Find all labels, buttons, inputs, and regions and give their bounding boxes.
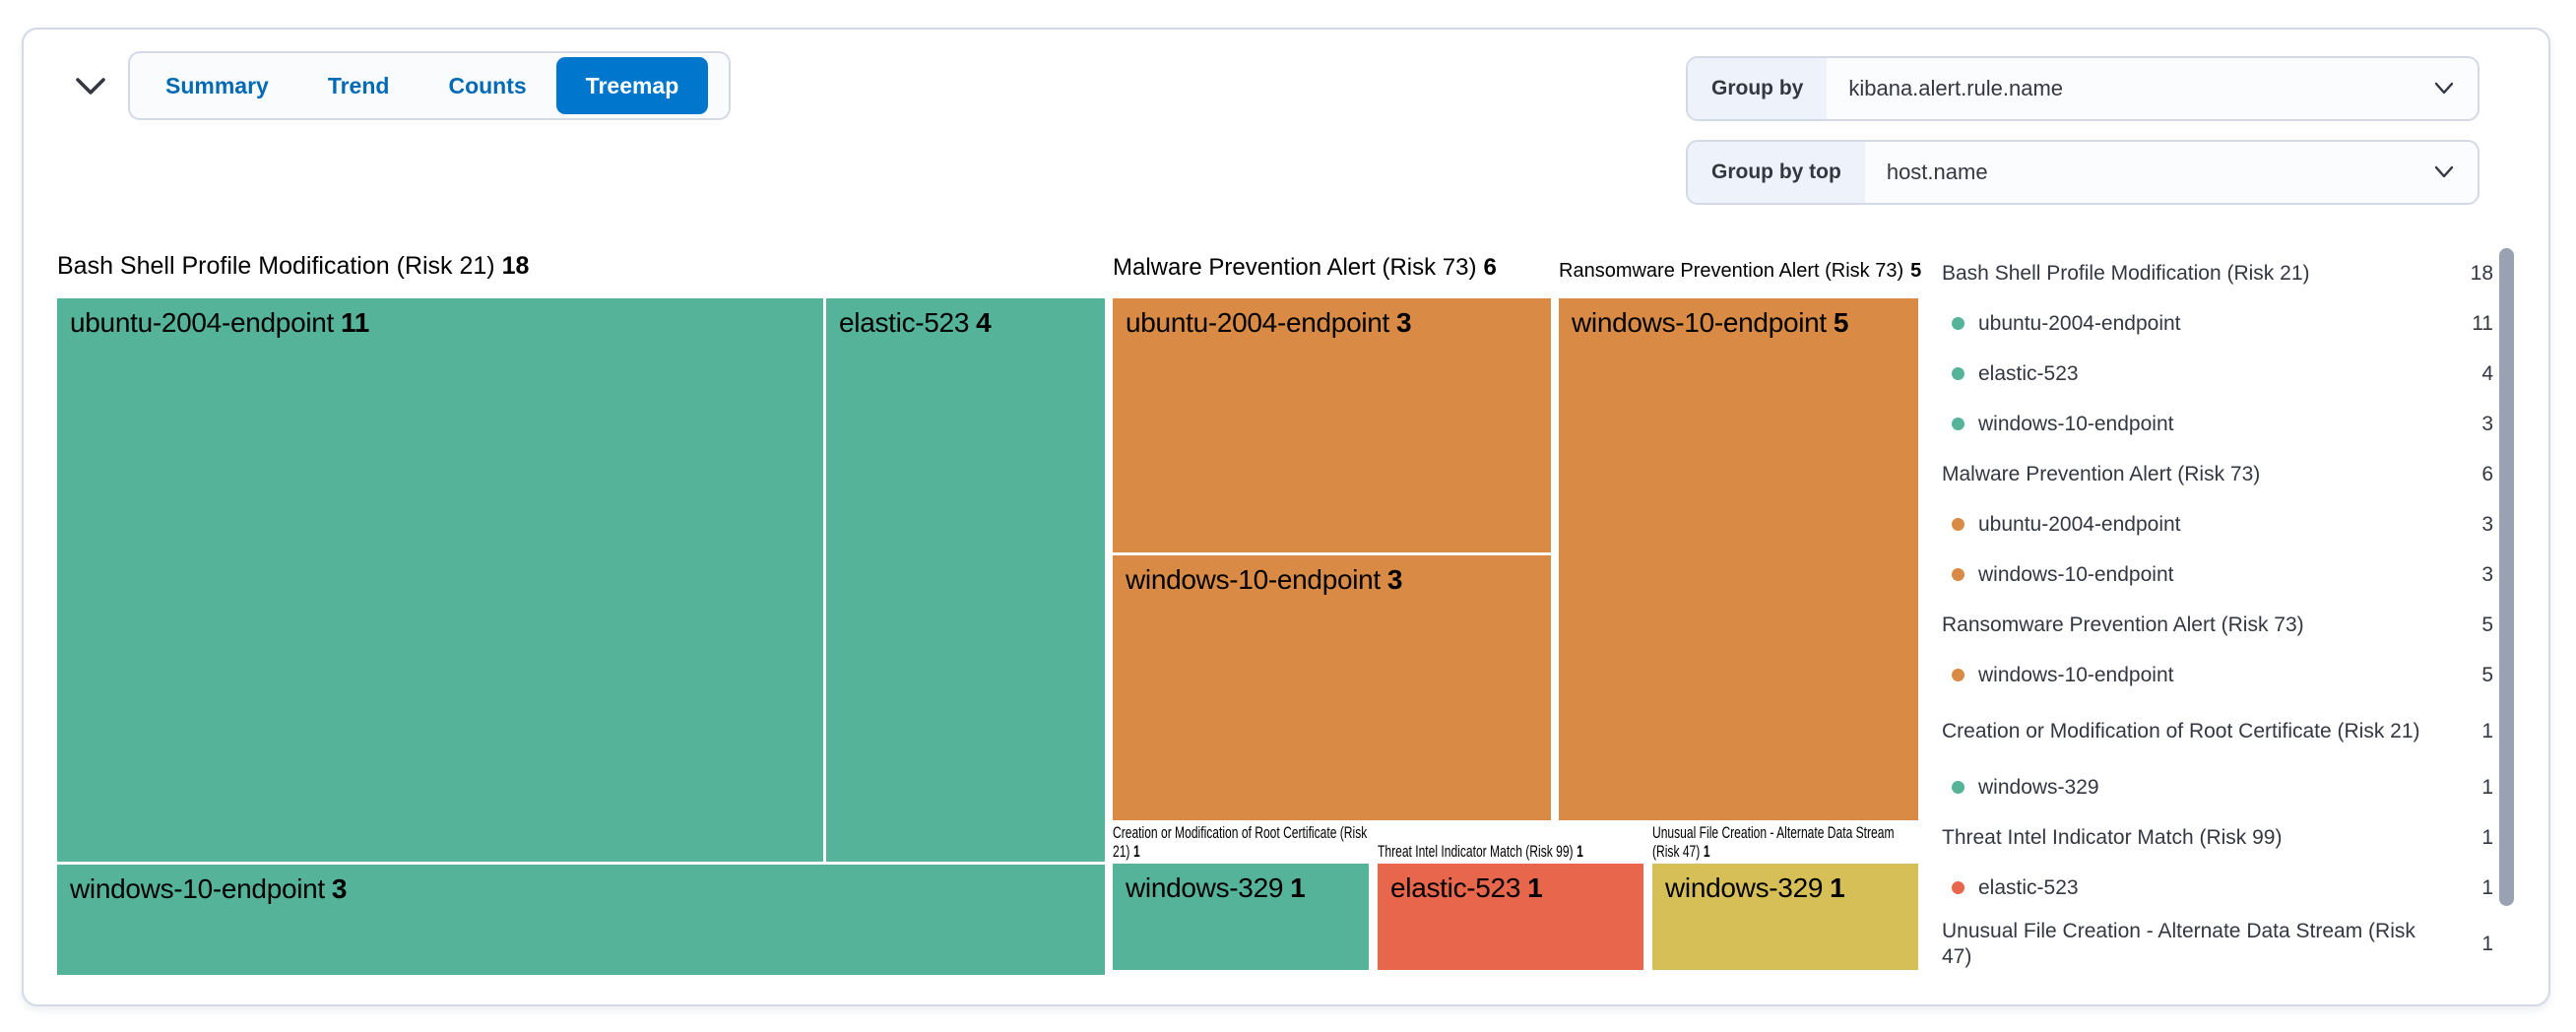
treemap-tile[interactable]: windows-10-endpoint 3 xyxy=(57,865,1105,975)
legend-dot xyxy=(1952,568,1964,581)
collapse-panel-button[interactable] xyxy=(67,65,114,108)
legend-dot xyxy=(1952,669,1964,681)
legend-row[interactable]: Unusual File Creation - Alternate Data S… xyxy=(1942,920,2493,968)
treemap-tile[interactable]: ubuntu-2004-endpoint 3 xyxy=(1113,298,1551,552)
group-by-top-label: Group by top xyxy=(1688,142,1865,203)
treemap-tile[interactable]: elastic-523 1 xyxy=(1378,864,1643,970)
legend-row[interactable]: ubuntu-2004-endpoint 11 xyxy=(1942,298,2493,349)
legend-row[interactable]: Ransomware Prevention Alert (Risk 73) 5 xyxy=(1942,613,2493,636)
legend-dot xyxy=(1952,367,1964,380)
treemap-group-header: Creation or Modification of Root Certifi… xyxy=(1113,823,1368,861)
treemap-tile[interactable]: elastic-523 4 xyxy=(826,298,1105,862)
legend-scrollbar-thumb[interactable] xyxy=(2499,248,2514,906)
legend-row[interactable]: windows-10-endpoint 3 xyxy=(1942,549,2493,600)
treemap-group-header: Bash Shell Profile Modification (Risk 21… xyxy=(57,252,530,280)
treemap-tile[interactable]: windows-10-endpoint 3 xyxy=(1113,555,1551,820)
legend-dot xyxy=(1952,418,1964,430)
tab-treemap[interactable]: Treemap xyxy=(555,57,709,114)
treemap-tile[interactable]: windows-10-endpoint 5 xyxy=(1559,298,1918,820)
legend-row[interactable]: Bash Shell Profile Modification (Risk 21… xyxy=(1942,261,2493,285)
tab-counts[interactable]: Counts xyxy=(419,57,555,114)
legend-row[interactable]: elastic-523 1 xyxy=(1942,863,2493,913)
legend-row[interactable]: ubuntu-2004-endpoint 3 xyxy=(1942,499,2493,549)
treemap-group-header: Threat Intel Indicator Match (Risk 99) 1 xyxy=(1378,842,1583,861)
legend-row[interactable]: Creation or Modification of Root Certifi… xyxy=(1942,719,2493,742)
treemap-tile[interactable]: windows-329 1 xyxy=(1113,864,1369,970)
view-tabs: Summary Trend Counts Treemap xyxy=(128,51,731,120)
treemap-tile[interactable]: windows-329 1 xyxy=(1652,864,1918,970)
legend-row[interactable]: windows-329 1 xyxy=(1942,762,2493,812)
tab-trend[interactable]: Trend xyxy=(298,57,419,114)
legend-dot xyxy=(1952,881,1964,894)
legend-dot xyxy=(1952,518,1964,531)
tab-summary[interactable]: Summary xyxy=(136,57,298,114)
chevron-down-icon xyxy=(2432,58,2478,119)
treemap-group-header: Ransomware Prevention Alert (Risk 73) 5 xyxy=(1559,260,1922,282)
treemap-tile[interactable]: ubuntu-2004-endpoint 11 xyxy=(57,298,823,862)
legend: Bash Shell Profile Modification (Risk 21… xyxy=(1942,248,2493,976)
legend-row[interactable]: Threat Intel Indicator Match (Risk 99) 1 xyxy=(1942,825,2493,849)
group-by-label: Group by xyxy=(1688,58,1828,119)
chevron-down-icon xyxy=(72,75,109,98)
treemap-group-header: Malware Prevention Alert (Risk 73) 6 xyxy=(1113,254,1497,281)
group-by-top-select[interactable]: Group by top host.name xyxy=(1686,140,2479,205)
legend-row[interactable]: Malware Prevention Alert (Risk 73) 6 xyxy=(1942,462,2493,485)
legend-row[interactable]: windows-10-endpoint 3 xyxy=(1942,399,2493,449)
group-by-top-value: host.name xyxy=(1886,160,1988,184)
legend-dot xyxy=(1952,317,1964,330)
group-by-value: kibana.alert.rule.name xyxy=(1848,76,2064,100)
legend-dot xyxy=(1952,781,1964,794)
legend-row[interactable]: windows-10-endpoint 5 xyxy=(1942,650,2493,700)
chevron-down-icon xyxy=(2432,142,2478,203)
legend-row[interactable]: elastic-523 4 xyxy=(1942,349,2493,399)
treemap-group-header: Unusual File Creation - Alternate Data S… xyxy=(1652,823,1895,861)
group-by-select[interactable]: Group by kibana.alert.rule.name xyxy=(1686,56,2479,121)
